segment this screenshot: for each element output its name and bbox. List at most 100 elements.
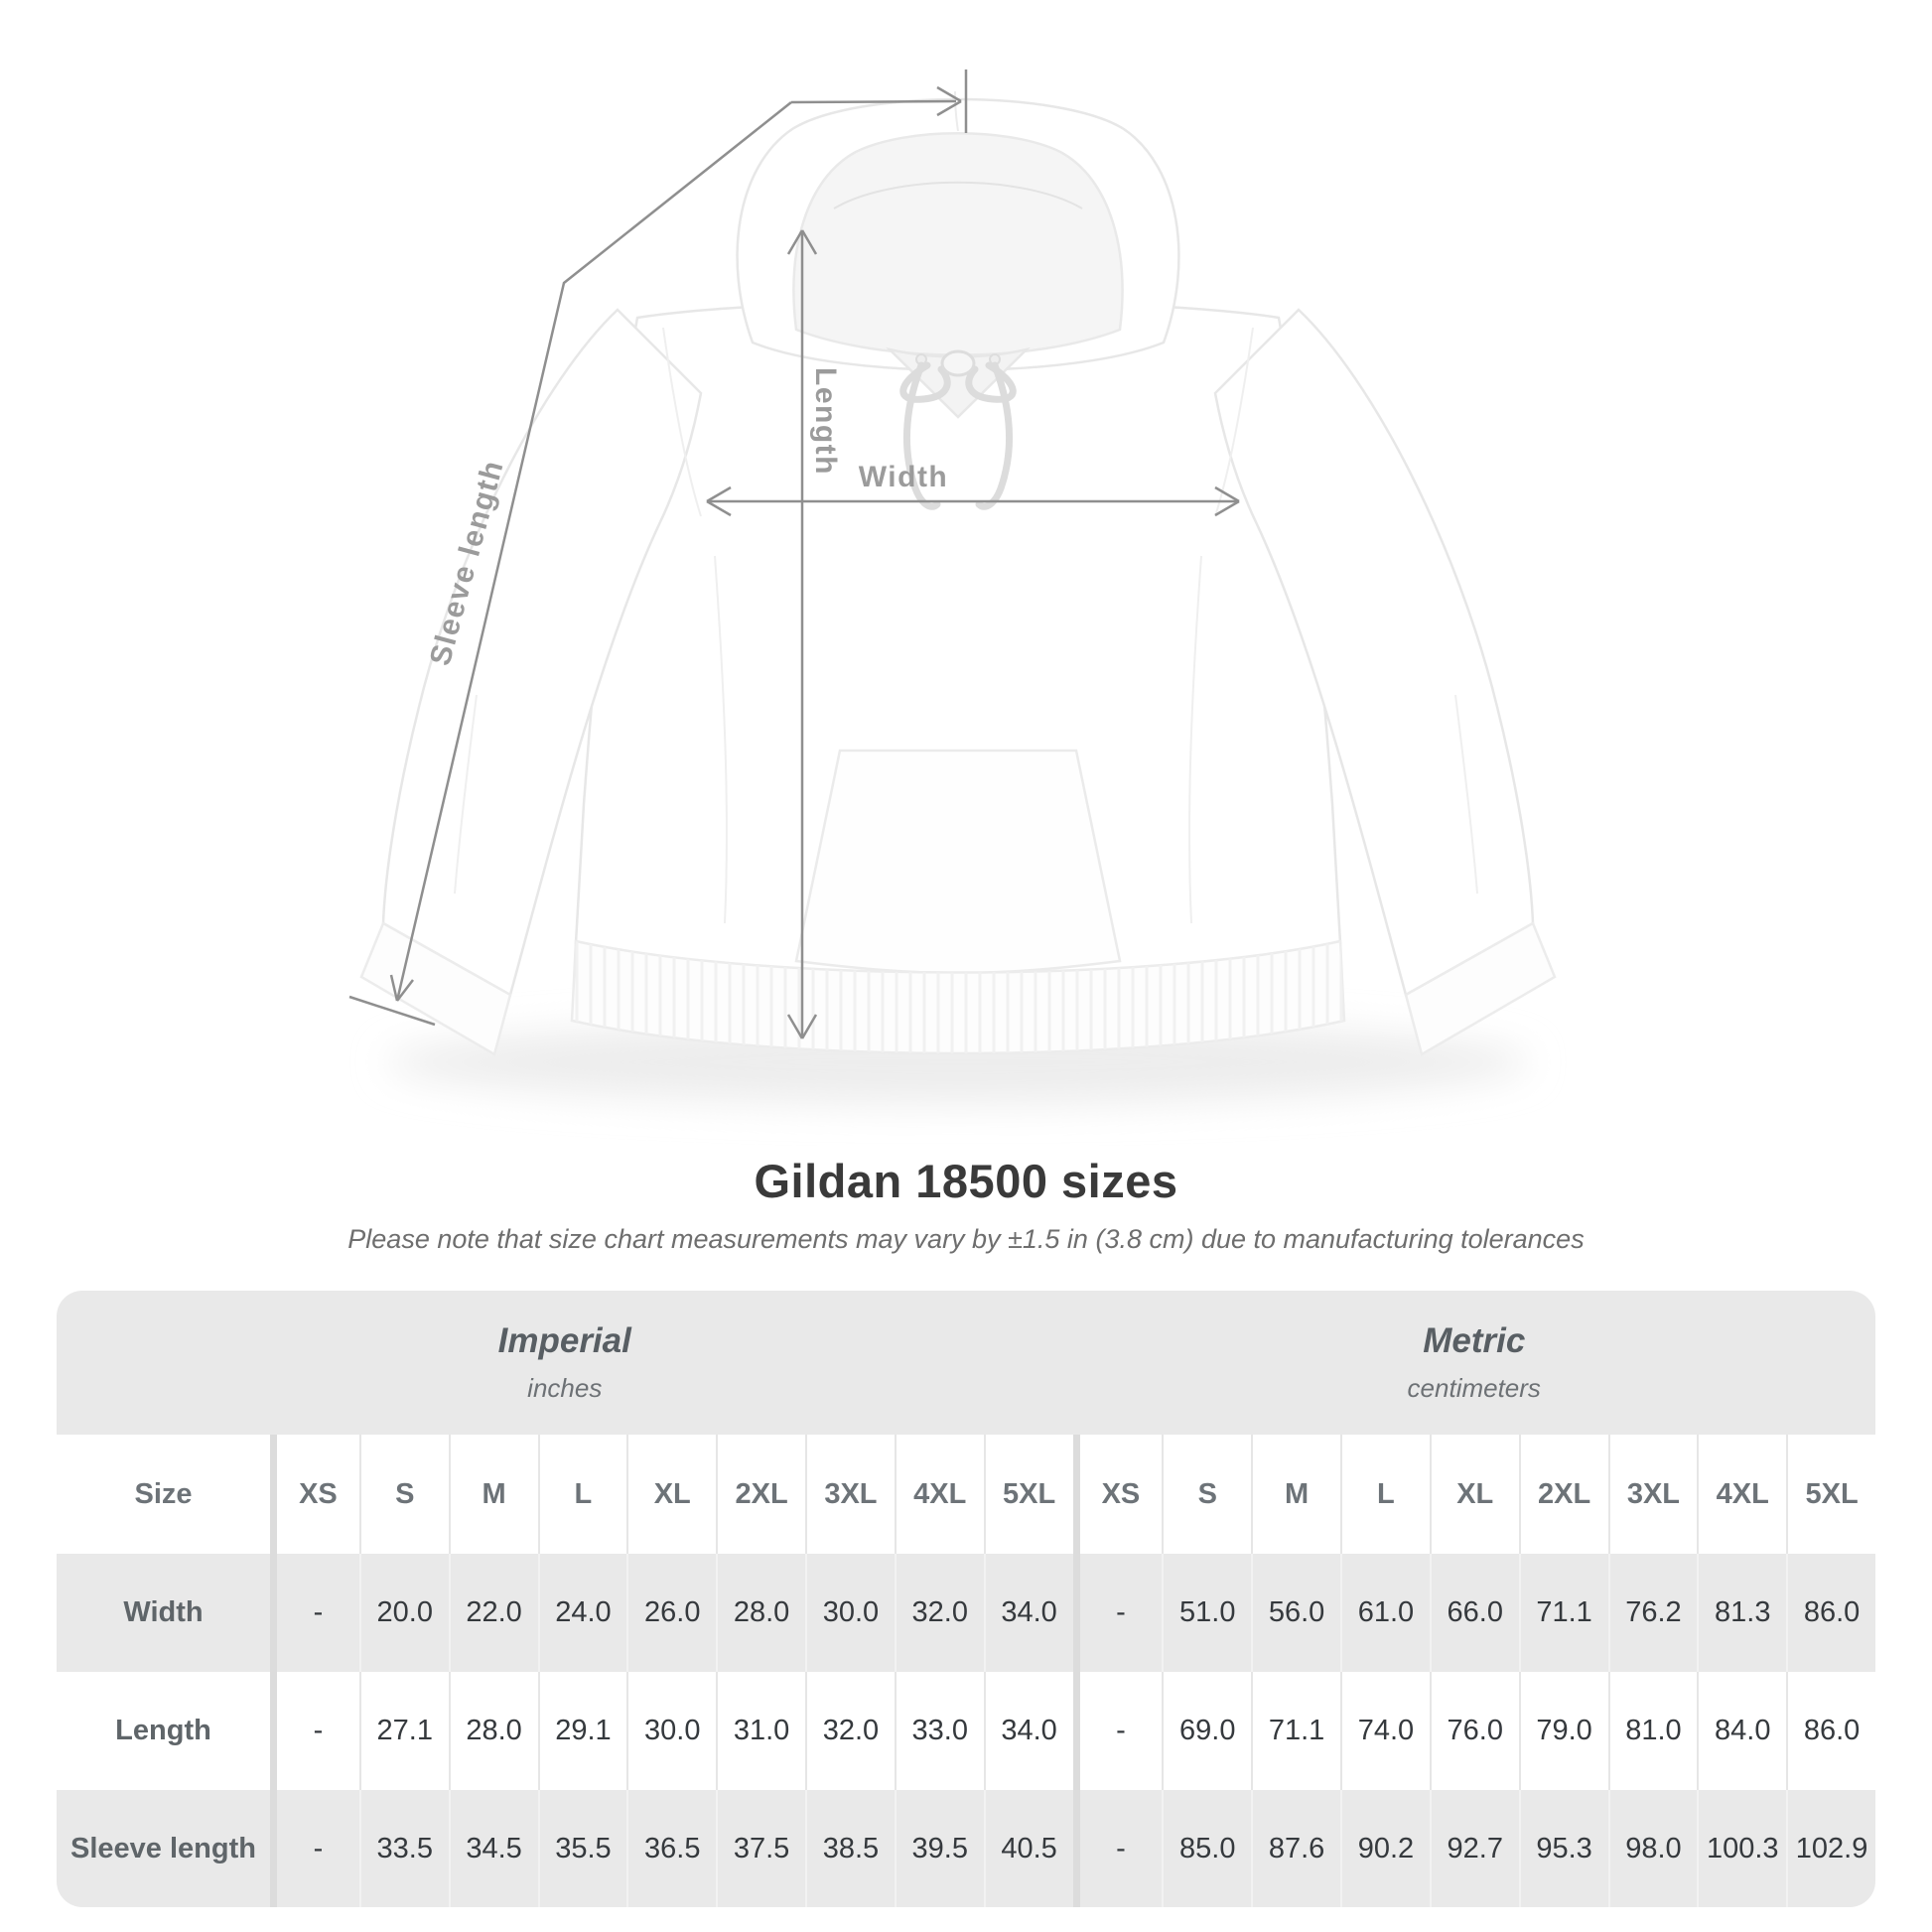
imperial-value-cell: - — [270, 1790, 359, 1907]
row-label: Length — [57, 1672, 270, 1790]
metric-value-cell: 90.2 — [1340, 1790, 1430, 1907]
right-cuff — [1404, 921, 1557, 1056]
imperial-value-cell: 31.0 — [716, 1672, 805, 1790]
size-col-header: 3XL — [805, 1435, 895, 1554]
imperial-value-cell: 28.0 — [448, 1672, 538, 1790]
imperial-value-cell: 27.1 — [358, 1672, 449, 1790]
imperial-value-cell: 33.5 — [358, 1790, 449, 1907]
metric-value-cell: 51.0 — [1162, 1554, 1252, 1672]
measurement-lines — [348, 69, 1240, 1039]
size-col-header: M — [448, 1435, 538, 1554]
imperial-value-cell: 29.1 — [537, 1672, 627, 1790]
imperial-group-header: Imperial inches — [57, 1291, 1073, 1435]
metric-value-cell: 81.0 — [1607, 1672, 1698, 1790]
size-col-header: XL — [626, 1435, 717, 1554]
drawstrings — [899, 349, 1017, 510]
size-corner-header: Size — [57, 1435, 270, 1554]
imperial-value-cell: 26.0 — [626, 1554, 717, 1672]
garment-shadow — [387, 1021, 1529, 1104]
size-col-header: 4XL — [894, 1435, 984, 1554]
hoodie-diagram: Length Width Sleeve length — [348, 69, 1557, 1104]
metric-value-cell: 61.0 — [1340, 1554, 1430, 1672]
metric-value-cell: 76.0 — [1429, 1672, 1519, 1790]
size-table-card: Imperial inches Metric centimeters Size X… — [57, 1291, 1875, 1907]
imperial-value-cell: 28.0 — [716, 1554, 805, 1672]
hoodie-illustration: Length Width Sleeve length — [348, 69, 1557, 1104]
row-label: Width — [57, 1554, 270, 1672]
kangaroo-pocket — [794, 749, 1122, 975]
length-arrow — [786, 229, 818, 1039]
size-col-header: L — [537, 1435, 627, 1554]
imperial-value-cell: - — [270, 1672, 359, 1790]
size-col-header: 5XL — [983, 1435, 1073, 1554]
metric-value-cell: 76.2 — [1607, 1554, 1698, 1672]
seam-lines — [454, 90, 1478, 924]
imperial-value-cell: 30.0 — [805, 1554, 895, 1672]
size-col-header: 2XL — [716, 1435, 805, 1554]
metric-value-cell: - — [1072, 1790, 1163, 1907]
hood-lining — [792, 132, 1124, 356]
size-col-header: XS — [270, 1435, 359, 1554]
metric-value-cell: 71.1 — [1518, 1554, 1608, 1672]
metric-value-cell: 74.0 — [1340, 1672, 1430, 1790]
metric-value-cell: 86.0 — [1786, 1554, 1875, 1672]
metric-value-cell: 71.1 — [1251, 1672, 1340, 1790]
metric-group-header: Metric centimeters — [1072, 1291, 1875, 1435]
metric-value-cell: 81.3 — [1697, 1554, 1787, 1672]
metric-value-cell: 85.0 — [1162, 1790, 1252, 1907]
imperial-value-cell: 34.0 — [983, 1554, 1073, 1672]
imperial-value-cell: 33.0 — [894, 1672, 984, 1790]
imperial-value-cell: - — [270, 1554, 359, 1672]
imperial-value-cell: 30.0 — [626, 1672, 717, 1790]
left-cuff — [359, 921, 512, 1056]
size-col-header: S — [1162, 1435, 1252, 1554]
imperial-value-cell: 36.5 — [626, 1790, 717, 1907]
imperial-group-name: Imperial — [497, 1321, 631, 1360]
imperial-value-cell: 40.5 — [983, 1790, 1073, 1907]
size-col-header: S — [358, 1435, 449, 1554]
metric-value-cell: 87.6 — [1251, 1790, 1340, 1907]
imperial-value-cell: 38.5 — [805, 1790, 895, 1907]
imperial-value-cell: 34.0 — [983, 1672, 1073, 1790]
metric-value-cell: 66.0 — [1429, 1554, 1519, 1672]
imperial-value-cell: 34.5 — [448, 1790, 538, 1907]
imperial-value-cell: 39.5 — [894, 1790, 984, 1907]
metric-value-cell: - — [1072, 1672, 1163, 1790]
metric-value-cell: 56.0 — [1251, 1554, 1340, 1672]
imperial-value-cell: 32.0 — [805, 1672, 895, 1790]
width-arrow — [706, 485, 1240, 517]
imperial-value-cell: 37.5 — [716, 1790, 805, 1907]
size-col-header: 2XL — [1518, 1435, 1608, 1554]
size-col-header: L — [1340, 1435, 1430, 1554]
size-col-header: M — [1251, 1435, 1340, 1554]
imperial-group-unit: inches — [527, 1373, 603, 1403]
page-subtitle: Please note that size chart measurements… — [347, 1224, 1585, 1254]
sleeve-length-arrow — [348, 69, 968, 1027]
metric-value-cell: - — [1072, 1554, 1163, 1672]
waistband-rib-texture — [572, 941, 1344, 1053]
metric-value-cell: 69.0 — [1162, 1672, 1252, 1790]
size-col-header: 3XL — [1607, 1435, 1698, 1554]
size-col-header: 4XL — [1697, 1435, 1787, 1554]
hoodie-body-group — [359, 97, 1557, 1056]
width-label: Width — [859, 461, 949, 493]
imperial-value-cell: 32.0 — [894, 1554, 984, 1672]
imperial-value-cell: 20.0 — [358, 1554, 449, 1672]
size-col-header: XL — [1429, 1435, 1519, 1554]
page-title: Gildan 18500 sizes — [754, 1155, 1178, 1207]
metric-value-cell: 92.7 — [1429, 1790, 1519, 1907]
imperial-value-cell: 22.0 — [448, 1554, 538, 1672]
metric-group-unit: centimeters — [1407, 1373, 1541, 1403]
metric-value-cell: 102.9 — [1786, 1790, 1875, 1907]
metric-value-cell: 98.0 — [1607, 1790, 1698, 1907]
imperial-value-cell: 24.0 — [537, 1554, 627, 1672]
metric-value-cell: 100.3 — [1697, 1790, 1787, 1907]
metric-value-cell: 95.3 — [1518, 1790, 1608, 1907]
metric-value-cell: 84.0 — [1697, 1672, 1787, 1790]
metric-group-name: Metric — [1423, 1321, 1526, 1360]
imperial-value-cell: 35.5 — [537, 1790, 627, 1907]
metric-value-cell: 86.0 — [1786, 1672, 1875, 1790]
length-label: Length — [809, 367, 842, 476]
size-col-header: XS — [1072, 1435, 1163, 1554]
